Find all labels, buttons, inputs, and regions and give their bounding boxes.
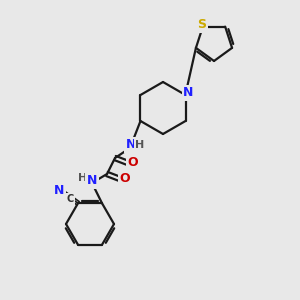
Text: N: N: [54, 184, 64, 197]
Text: N: N: [87, 175, 97, 188]
Text: C: C: [66, 194, 74, 204]
Text: N: N: [126, 139, 136, 152]
Text: H: H: [78, 173, 88, 183]
Text: O: O: [128, 157, 138, 169]
Text: O: O: [120, 172, 130, 185]
Text: S: S: [197, 18, 206, 31]
Text: N: N: [183, 86, 194, 100]
Text: H: H: [135, 140, 145, 150]
